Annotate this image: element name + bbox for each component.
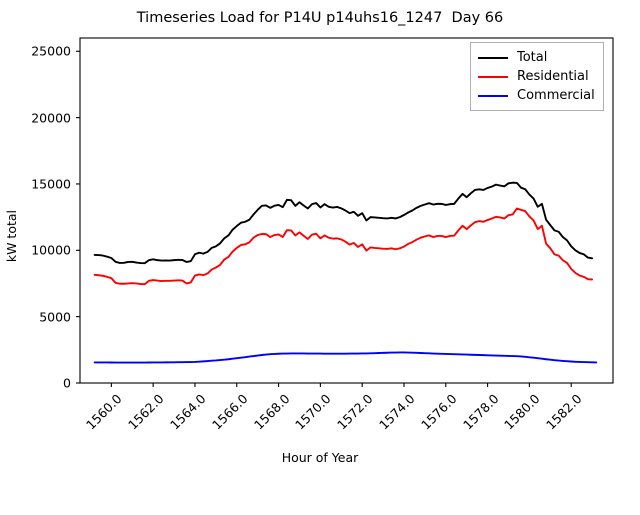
legend-label-total: Total bbox=[517, 50, 548, 65]
legend-swatch-commercial bbox=[478, 94, 508, 97]
chart-title: Timeseries Load for P14U p14uhs16_1247 D… bbox=[136, 10, 504, 26]
series-line-residential bbox=[93, 207, 594, 286]
y-tick-label: 20000 bbox=[31, 110, 71, 126]
plot-area bbox=[76, 37, 614, 387]
legend-label-commercial: Commercial bbox=[517, 88, 595, 103]
legend-item-commercial: Commercial bbox=[478, 86, 595, 105]
legend-item-total: Total bbox=[478, 48, 595, 67]
y-tick-label: 15000 bbox=[31, 176, 71, 192]
chart-figure: Timeseries Load for P14U p14uhs16_1247 D… bbox=[4, 10, 614, 465]
y-tick-label: 5000 bbox=[39, 309, 71, 325]
plot-frame bbox=[79, 37, 614, 384]
legend-swatch-residential bbox=[478, 75, 508, 78]
series-line-commercial bbox=[93, 351, 598, 364]
chart-legend: Total Residential Commercial bbox=[470, 42, 604, 111]
legend-label-residential: Residential bbox=[517, 69, 589, 84]
legend-item-residential: Residential bbox=[478, 67, 595, 86]
y-tick-label: 0 bbox=[63, 375, 71, 391]
y-tick-label: 10000 bbox=[31, 242, 71, 258]
x-axis-label: Hour of Year bbox=[281, 450, 359, 465]
legend-swatch-total bbox=[478, 56, 508, 59]
series-line-total bbox=[93, 181, 594, 265]
y-tick-label: 25000 bbox=[31, 43, 71, 59]
